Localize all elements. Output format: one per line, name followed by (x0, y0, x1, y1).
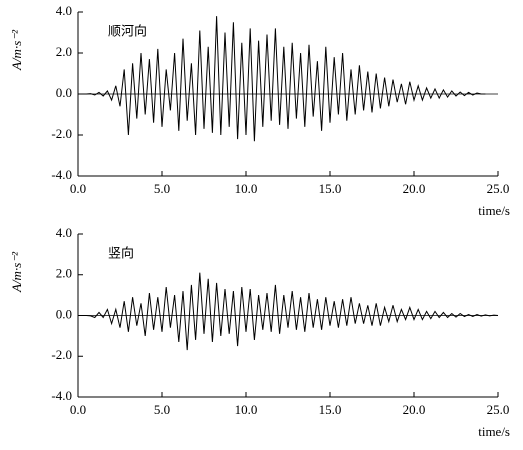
x-tick-label: 25.0 (487, 181, 510, 196)
x-tick-label: 5.0 (154, 402, 170, 417)
x-axis-label: time/s (478, 203, 510, 218)
y-tick-label: -4.0 (51, 388, 72, 403)
x-tick-label: 20.0 (403, 402, 426, 417)
y-tick-label: 4.0 (56, 225, 72, 240)
y-axis-label: A/m·s⁻² (9, 251, 24, 293)
panel-label: 竖向 (108, 246, 134, 262)
signal-line (78, 16, 486, 142)
x-tick-label: 5.0 (154, 181, 170, 196)
x-tick-label: 15.0 (319, 402, 342, 417)
x-tick-label: 20.0 (403, 181, 426, 196)
panel-label: 顺河向 (108, 24, 147, 40)
y-tick-label: 4.0 (56, 3, 72, 18)
x-tick-label: 0.0 (70, 402, 86, 417)
x-tick-label: 15.0 (319, 181, 342, 196)
x-axis-label: time/s (478, 424, 510, 439)
x-tick-label: 10.0 (235, 402, 258, 417)
y-tick-label: 0.0 (56, 306, 72, 321)
y-tick-label: 0.0 (56, 85, 72, 100)
y-tick-label: -4.0 (51, 167, 72, 182)
x-tick-label: 0.0 (70, 181, 86, 196)
x-tick-label: 10.0 (235, 181, 258, 196)
signal-line (78, 272, 499, 351)
y-tick-label: -2.0 (51, 126, 72, 141)
y-tick-label: 2.0 (56, 44, 72, 59)
y-axis-label: A/m·s⁻² (9, 29, 24, 71)
y-tick-label: -2.0 (51, 347, 72, 362)
x-tick-label: 25.0 (487, 402, 510, 417)
y-tick-label: 2.0 (56, 266, 72, 281)
